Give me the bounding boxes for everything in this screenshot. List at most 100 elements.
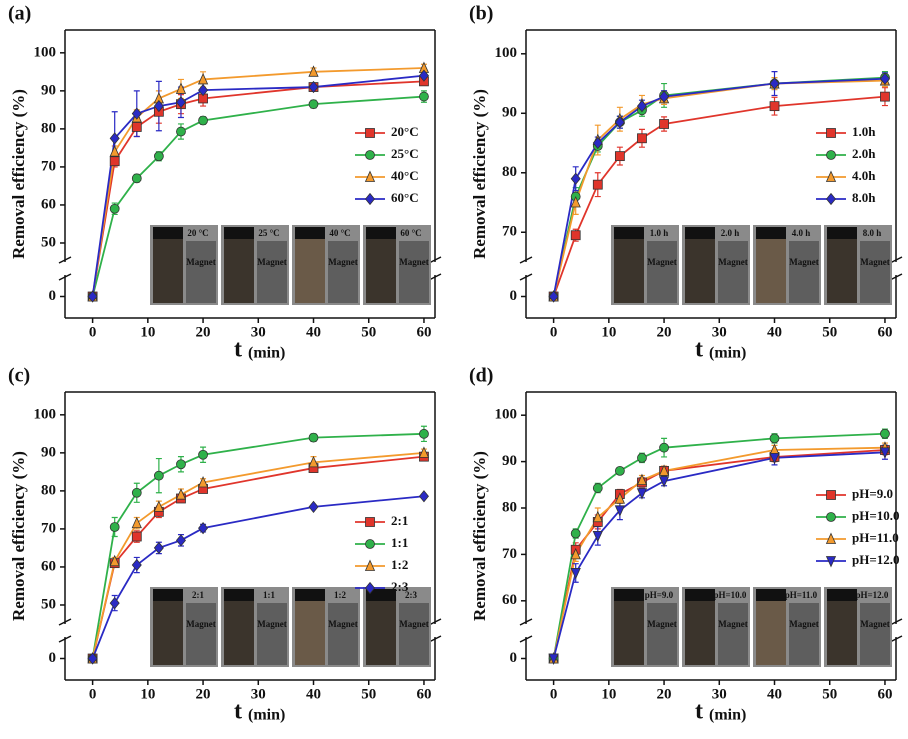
vial [756, 237, 786, 303]
legend-marker [825, 170, 837, 182]
marker [769, 77, 780, 90]
vial [153, 237, 183, 303]
marker [109, 156, 120, 167]
marker [614, 465, 625, 476]
panel-label: (c) [8, 365, 30, 387]
legend-label: 1:1 [391, 535, 408, 550]
x-axis-label: t [695, 699, 703, 725]
marker [636, 473, 648, 486]
photo-label: 2.0 h [721, 228, 740, 238]
photo-label: 1:2 [334, 590, 346, 600]
legend-marker [364, 581, 376, 595]
vial-cap [827, 227, 857, 239]
y-tick-label: 90 [502, 105, 517, 121]
marker [87, 652, 98, 665]
legend-label: 1.0h [852, 124, 876, 139]
vial-cap [153, 589, 183, 601]
vial-cap [827, 589, 857, 601]
x-tick-label: 10 [601, 686, 616, 702]
y-axis-label: Removal efficiency (%) [9, 451, 28, 621]
marker [658, 464, 670, 476]
y-tick-label: 80 [41, 120, 56, 136]
marker [769, 101, 780, 112]
marker [659, 442, 669, 453]
legend-label: pH=10.0 [852, 508, 900, 523]
magnet [257, 603, 287, 665]
legend-marker [365, 517, 375, 527]
y-tick-label: 0 [510, 650, 518, 666]
marker [592, 510, 603, 523]
vial-cap [756, 589, 786, 601]
x-tick-label: 40 [306, 686, 321, 702]
vial-cap [614, 227, 644, 239]
marker [614, 151, 625, 162]
marker [308, 500, 319, 513]
magnet [718, 241, 748, 303]
photo-label: 2:1 [192, 590, 204, 600]
marker [418, 446, 430, 458]
legend-label: 60°C [391, 190, 419, 205]
magnet-label: Magnet [647, 619, 677, 629]
line [91, 67, 424, 297]
x-tick-label: 30 [251, 324, 266, 340]
y-tick-label: 70 [41, 158, 56, 174]
x-tick-label: 60 [877, 324, 892, 340]
magnet-label: Magnet [257, 257, 287, 267]
magnet-label: Magnet [186, 257, 216, 267]
magnet [789, 603, 819, 665]
legend-label: 8.0h [852, 190, 876, 205]
magnet [647, 241, 677, 303]
marker [109, 522, 120, 532]
legend-marker [365, 128, 375, 138]
x-axis-unit: (min) [248, 345, 285, 362]
y-axis-label: Removal efficiency (%) [470, 89, 489, 259]
x-axis-label: t [234, 699, 242, 725]
legend-label: 2:3 [391, 579, 409, 594]
magnet-label: Magnet [860, 619, 890, 629]
x-tick-label: 20 [657, 324, 672, 340]
marker [197, 72, 209, 85]
vial-cap [614, 589, 644, 601]
y-tick-label: 90 [502, 453, 517, 469]
legend-label: 1:2 [391, 557, 408, 572]
y-tick-label: 100 [34, 44, 57, 60]
y-tick-label: 50 [41, 596, 56, 612]
marker [592, 483, 603, 493]
marker [131, 107, 142, 120]
x-tick-label: 30 [712, 324, 727, 340]
vial [295, 599, 325, 665]
marker [879, 72, 890, 85]
vial-cap [295, 589, 325, 601]
marker [308, 99, 319, 110]
vial [685, 599, 715, 665]
x-tick-label: 50 [822, 686, 837, 702]
marker [880, 91, 890, 102]
y-tick-label: 90 [41, 444, 56, 460]
marker [880, 428, 890, 439]
marker [637, 452, 647, 463]
marker [636, 100, 647, 113]
legend-label: 40°C [391, 168, 419, 183]
magnet [860, 241, 890, 303]
marker [131, 122, 142, 132]
marker [198, 449, 208, 460]
line [552, 451, 886, 659]
line [91, 451, 425, 659]
line [552, 432, 885, 659]
line [91, 495, 425, 659]
magnet [399, 241, 429, 303]
vial [614, 237, 644, 303]
legend-marker [826, 150, 836, 160]
marker [131, 558, 142, 572]
y-tick-label: 70 [41, 520, 56, 536]
x-tick-label: 10 [140, 686, 155, 702]
marker [153, 500, 164, 512]
marker [637, 133, 647, 144]
y-tick-label: 70 [502, 546, 517, 562]
axis-break [58, 618, 72, 626]
x-tick-label: 40 [306, 324, 321, 340]
vial-cap [685, 227, 715, 239]
marker [592, 136, 603, 150]
marker [175, 96, 186, 109]
x-tick-label: 20 [196, 686, 211, 702]
